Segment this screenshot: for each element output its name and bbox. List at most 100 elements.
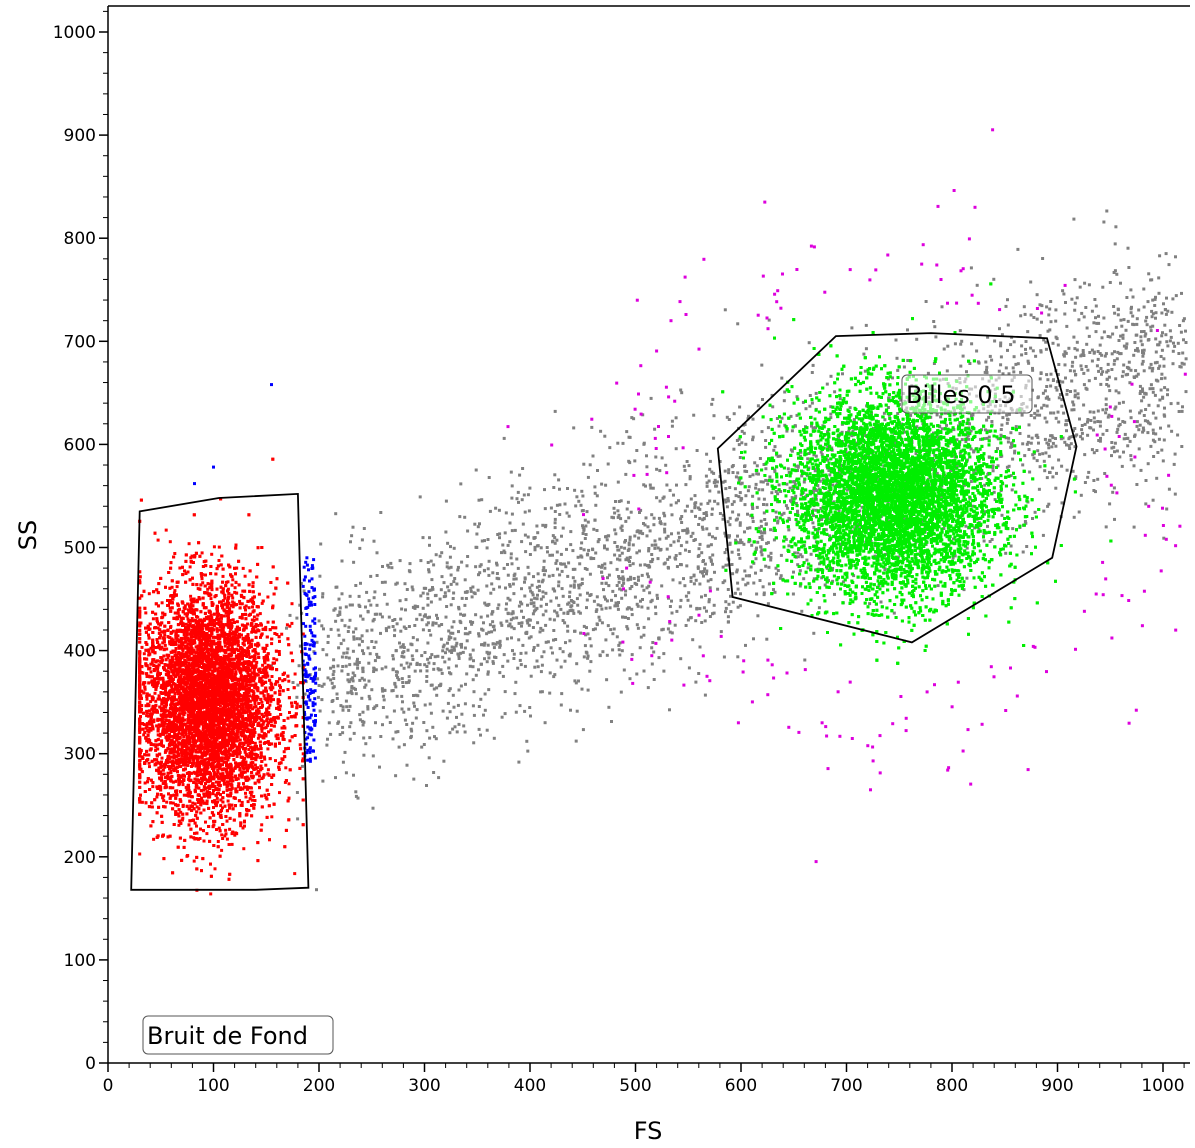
event-point xyxy=(361,666,365,670)
event-point xyxy=(402,666,406,670)
event-point xyxy=(1108,389,1112,393)
event-point xyxy=(905,540,909,544)
event-point xyxy=(373,590,377,594)
event-point xyxy=(586,656,590,660)
event-point xyxy=(823,290,827,294)
event-point xyxy=(395,622,399,626)
event-point xyxy=(659,547,663,551)
event-point xyxy=(304,606,308,610)
event-point xyxy=(1139,409,1143,413)
event-point xyxy=(1160,348,1164,352)
event-point xyxy=(1117,391,1121,395)
event-point xyxy=(785,671,789,675)
event-point xyxy=(1137,428,1141,432)
event-point xyxy=(1093,298,1097,301)
event-point xyxy=(610,515,614,519)
event-point xyxy=(817,606,821,610)
event-point xyxy=(999,433,1003,437)
event-point xyxy=(363,685,367,689)
event-point xyxy=(775,515,779,519)
event-point xyxy=(588,572,592,576)
event-point xyxy=(1037,487,1041,491)
event-point xyxy=(705,569,709,573)
event-point xyxy=(620,596,624,600)
event-point xyxy=(1157,291,1161,295)
event-point xyxy=(439,668,443,672)
event-point xyxy=(724,487,728,491)
event-point xyxy=(899,695,903,698)
event-point xyxy=(418,663,422,667)
event-point xyxy=(1098,352,1102,355)
event-point xyxy=(435,686,439,690)
event-point xyxy=(953,342,957,346)
event-point xyxy=(982,539,986,543)
event-point xyxy=(1074,475,1078,479)
event-point xyxy=(713,536,717,540)
event-point xyxy=(1038,452,1042,456)
event-point xyxy=(1083,453,1087,457)
event-point xyxy=(1156,404,1160,408)
event-point xyxy=(1114,389,1118,393)
event-point xyxy=(451,727,455,731)
event-point xyxy=(1132,323,1136,327)
event-point xyxy=(596,603,600,607)
event-point xyxy=(575,662,579,666)
event-point xyxy=(377,655,381,659)
event-point xyxy=(573,488,577,492)
event-point xyxy=(763,200,767,204)
event-point xyxy=(703,562,707,566)
event-point xyxy=(305,742,309,746)
event-point xyxy=(1149,278,1153,282)
event-point xyxy=(681,446,685,450)
event-point xyxy=(540,690,544,694)
event-point xyxy=(790,496,794,500)
event-point xyxy=(371,806,375,810)
event-point xyxy=(326,737,329,741)
event-point xyxy=(429,559,433,563)
event-point xyxy=(1158,364,1162,368)
event-point xyxy=(667,395,671,399)
event-point xyxy=(416,605,420,609)
event-point xyxy=(548,617,552,621)
event-point xyxy=(466,555,470,558)
event-point xyxy=(747,540,751,544)
event-point xyxy=(996,437,1000,441)
event-point xyxy=(393,634,396,638)
event-point xyxy=(1093,376,1097,380)
event-point xyxy=(350,603,354,607)
event-point xyxy=(1087,379,1091,383)
event-point xyxy=(1033,411,1037,415)
event-point xyxy=(404,598,408,602)
event-point xyxy=(480,539,484,543)
event-point xyxy=(829,405,833,409)
event-point xyxy=(312,650,316,654)
event-point xyxy=(312,644,316,648)
event-point xyxy=(958,421,962,424)
event-point xyxy=(772,676,776,680)
event-point xyxy=(580,509,584,513)
event-point xyxy=(774,510,778,514)
event-point xyxy=(528,553,532,556)
event-point xyxy=(650,598,654,602)
event-point xyxy=(419,594,423,598)
event-point xyxy=(792,486,796,490)
event-point xyxy=(1082,609,1086,613)
event-point xyxy=(653,539,657,543)
event-point xyxy=(483,601,487,605)
event-point xyxy=(883,568,887,572)
event-point xyxy=(436,654,440,658)
event-point xyxy=(591,454,595,458)
event-point xyxy=(1120,594,1124,598)
event-point xyxy=(800,474,804,478)
event-point xyxy=(541,523,545,527)
event-point xyxy=(426,621,430,625)
event-point xyxy=(799,553,803,557)
event-point xyxy=(966,434,970,437)
event-point xyxy=(310,567,314,570)
event-point xyxy=(1127,721,1131,725)
event-point xyxy=(474,468,478,472)
event-point xyxy=(1144,408,1148,411)
event-point xyxy=(570,608,574,612)
event-point xyxy=(654,605,657,609)
event-point xyxy=(1080,424,1084,427)
